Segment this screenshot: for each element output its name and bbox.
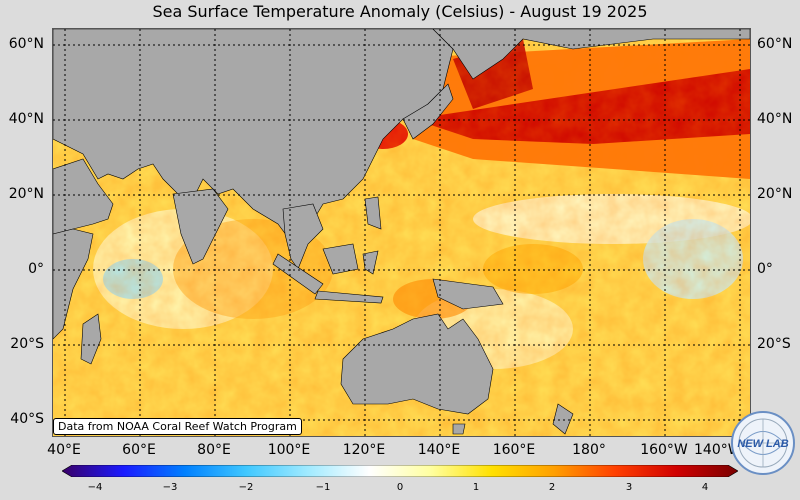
japan	[402, 83, 454, 140]
data-credit: Data from NOAA Coral Reef Watch Program	[53, 418, 302, 435]
borneo	[322, 243, 359, 275]
sumatra	[272, 253, 324, 295]
colorbar-tick: −2	[238, 482, 254, 493]
lat-label-left: 40°N	[8, 111, 44, 127]
russia-far-east	[432, 29, 750, 80]
java	[314, 290, 384, 304]
sulawesi	[362, 250, 379, 275]
colorbar-tick: 1	[472, 482, 480, 493]
lat-label-right: 20°N	[757, 186, 793, 202]
lon-label: 60°E	[122, 442, 156, 458]
lon-label: 120°E	[342, 442, 386, 458]
lon-label: 100°E	[267, 442, 311, 458]
logo-text: NEW LAB	[737, 438, 788, 450]
lon-label: 180°	[572, 442, 606, 458]
tasmania	[452, 423, 466, 435]
colorbar-tick: −4	[87, 482, 103, 493]
map-canvas	[53, 29, 750, 436]
indochina	[282, 203, 324, 270]
lon-label: 40°E	[47, 442, 81, 458]
colorbar	[61, 462, 739, 478]
lat-label-left: 60°N	[8, 36, 44, 52]
lat-label-right: 20°S	[757, 336, 791, 352]
lat-label-left: 40°S	[10, 411, 44, 427]
sst-anomaly-map	[52, 28, 751, 437]
map-title: Sea Surface Temperature Anomaly (Celsius…	[152, 2, 648, 21]
lon-label: 140°W	[694, 442, 734, 458]
australia	[340, 313, 494, 415]
lat-label-right: 40°N	[757, 111, 793, 127]
lon-label: 160°E	[492, 442, 536, 458]
africa-coast	[53, 228, 94, 340]
colorbar-tick: 3	[625, 482, 633, 493]
new-guinea	[432, 278, 504, 310]
lat-label-left: 20°S	[10, 336, 44, 352]
colorbar-tick: 2	[548, 482, 556, 493]
colorbar-tick: 4	[701, 482, 709, 493]
india	[172, 188, 229, 265]
lon-label: 160°W	[640, 442, 688, 458]
colorbar-tick: −1	[315, 482, 331, 493]
lon-label: 140°E	[417, 442, 461, 458]
madagascar	[80, 313, 102, 365]
new-lab-logo: NEW LAB	[730, 410, 796, 476]
lat-label-left: 0°	[28, 261, 44, 277]
lon-label: 80°E	[197, 442, 231, 458]
lat-label-left: 20°N	[8, 186, 44, 202]
philippines	[364, 196, 382, 230]
lat-label-right: 0°	[757, 261, 773, 277]
colorbar-gradient	[61, 464, 739, 478]
colorbar-tick: −3	[162, 482, 178, 493]
new-zealand	[552, 403, 574, 435]
colorbar-tick: 0	[396, 482, 404, 493]
lat-label-right: 60°N	[757, 36, 793, 52]
